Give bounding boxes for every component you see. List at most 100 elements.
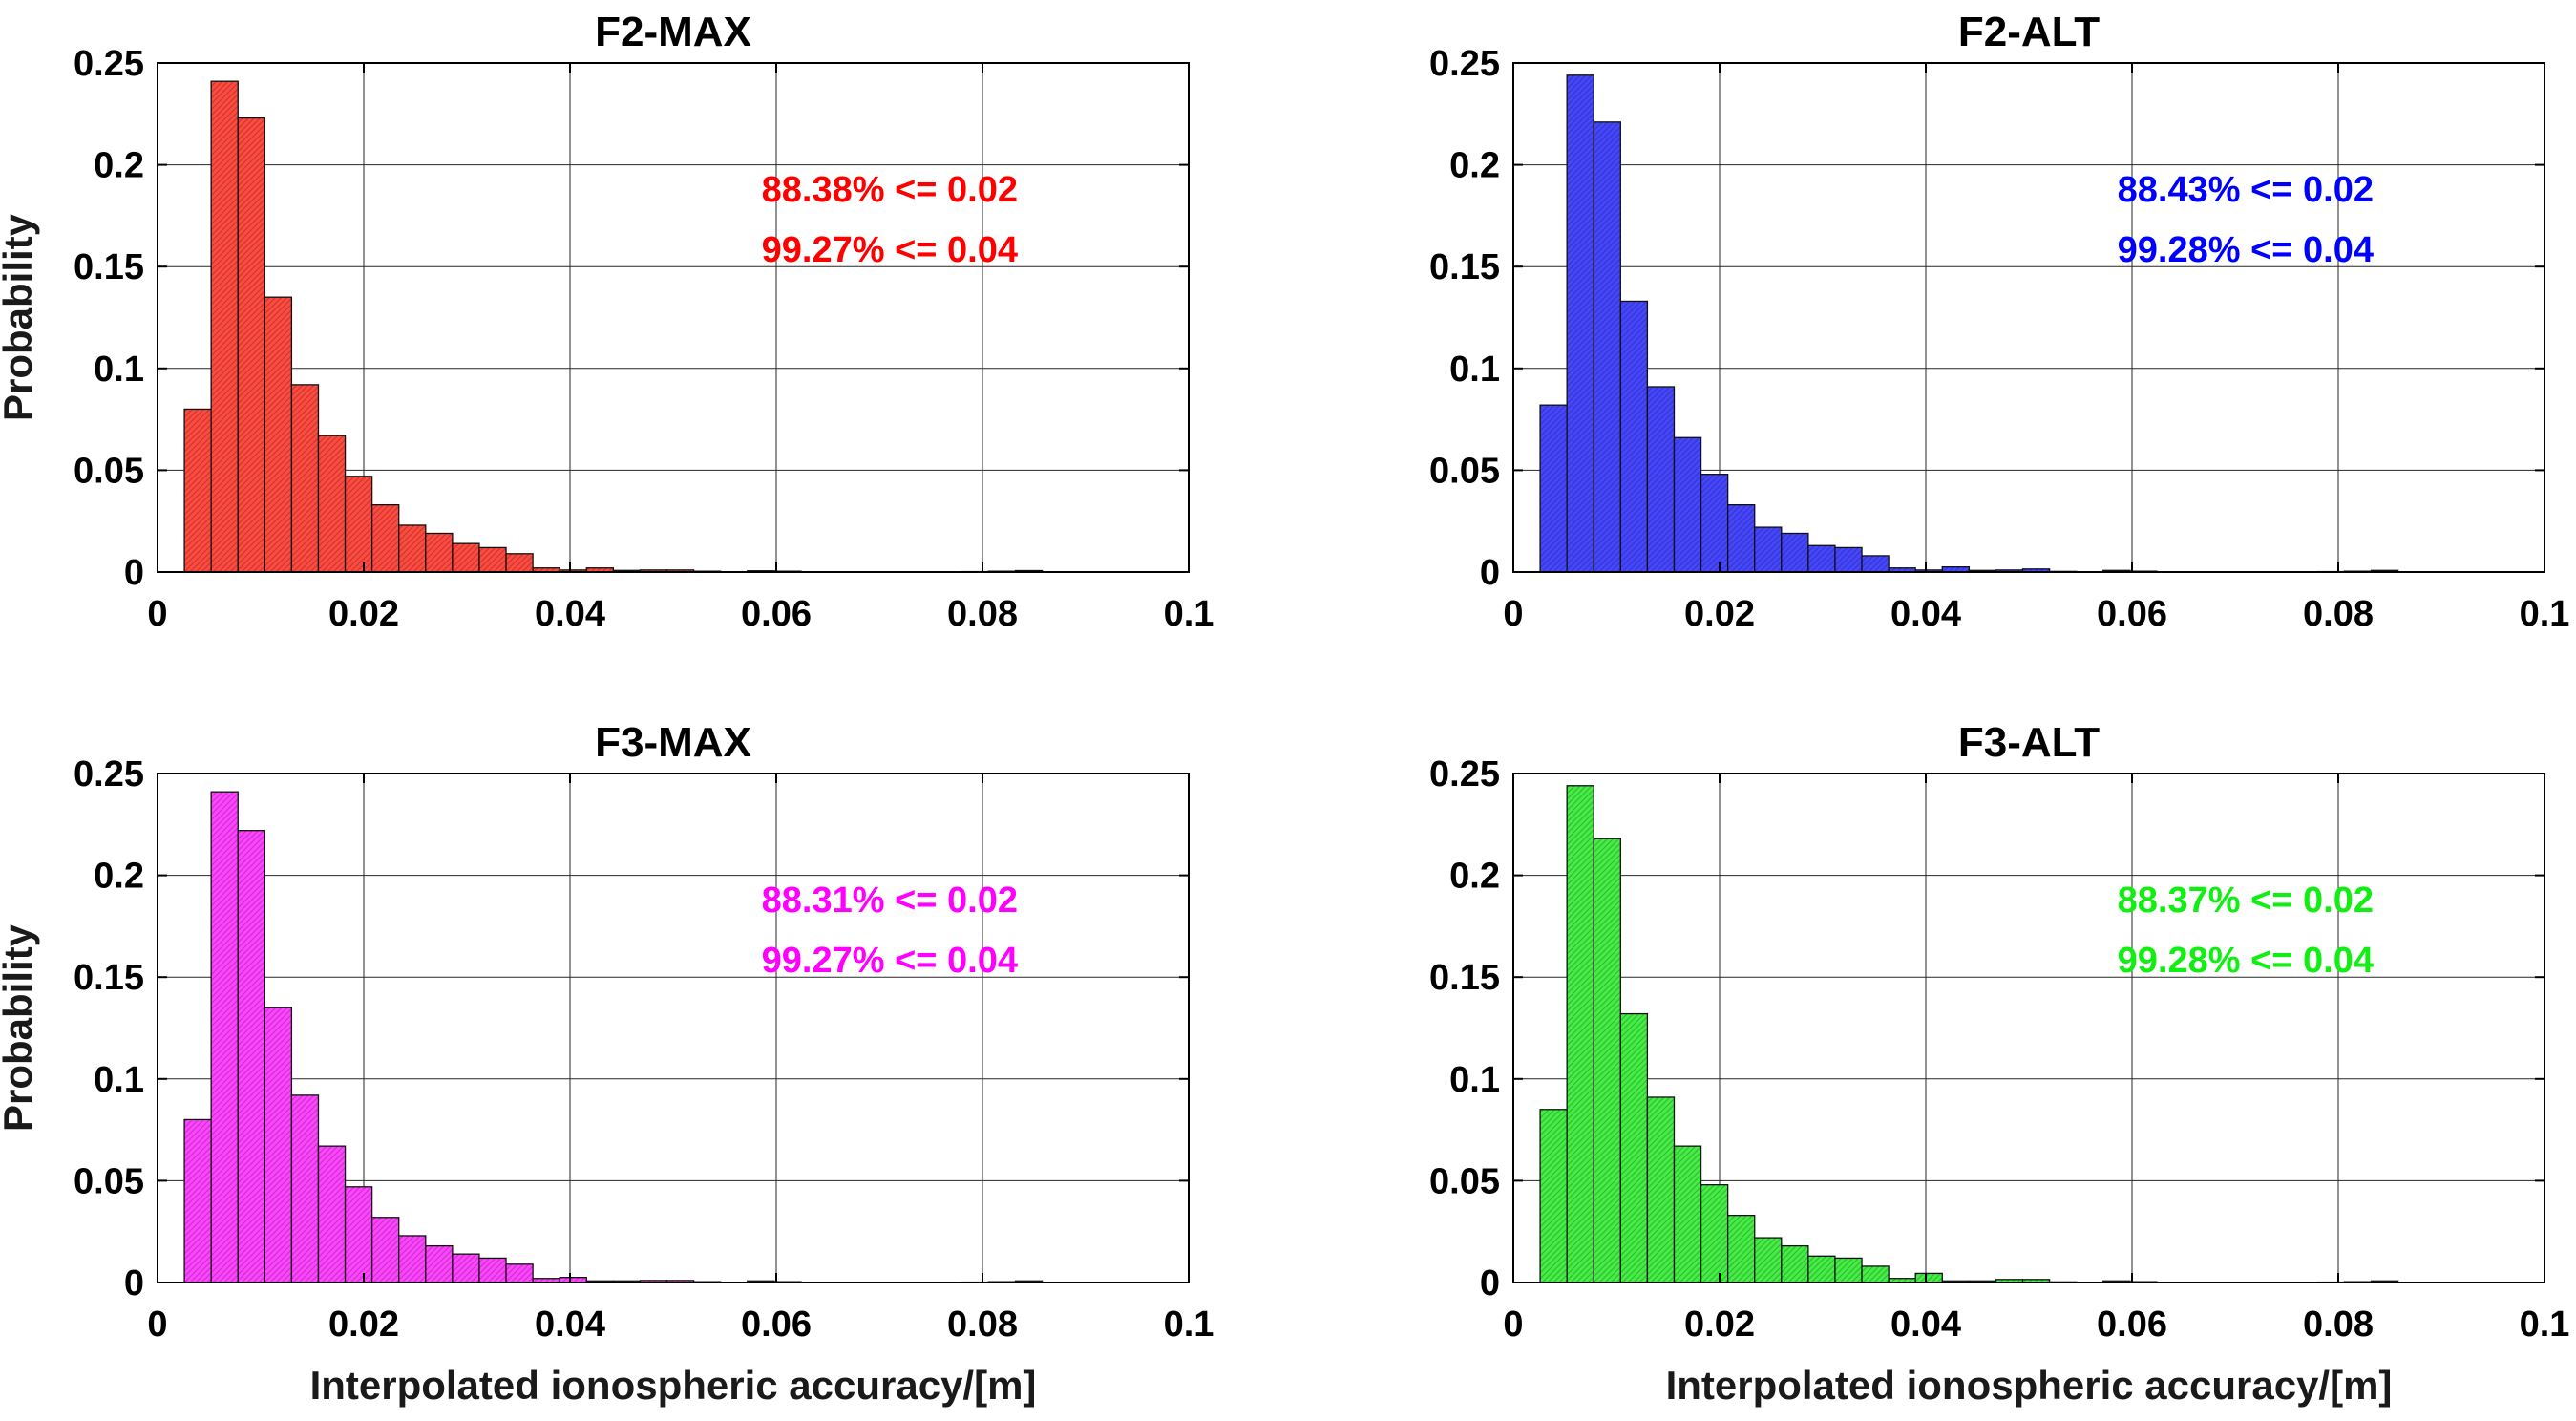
histogram-bar-hatch [398,1235,426,1283]
x-tick-label: 0.02 [1684,1304,1755,1345]
axes-box [157,773,1190,1283]
accuracy-annotation: 99.27% <= 0.04 [762,230,1018,270]
histogram-bar-hatch [1781,1245,1808,1283]
x-tick-label: 0.04 [1890,1304,1961,1345]
y-tick-label: 0.15 [1429,958,1500,998]
y-tick-label: 0.05 [1429,451,1500,491]
y-tick-label: 0.05 [74,1161,144,1201]
histogram-bar-hatch [1834,547,1863,572]
histogram-bar-hatch [533,1278,560,1283]
y-tick-label: 0.2 [1449,146,1500,186]
x-tick-label: 0 [1503,1304,1523,1345]
y-tick-label: 0.05 [74,451,144,491]
y-tick-label: 0.15 [1429,247,1500,287]
x-axis-label: Interpolated ionospheric accuracy/[m] [310,1363,1037,1408]
histogram-bar-hatch [1674,437,1701,572]
accuracy-annotation: 99.28% <= 0.04 [2118,230,2374,270]
x-tick-label: 0.1 [2520,1304,2570,1345]
histogram-bar-hatch [184,1119,212,1283]
y-tick-label: 0.1 [1449,1060,1500,1100]
x-tick-label: 0.08 [947,594,1018,634]
histogram-bar-hatch [1674,1146,1701,1283]
y-tick-label: 0.1 [1449,350,1500,390]
histogram-bar-hatch [560,569,587,572]
histogram-panel-f2-max: 0 0.02 0.04 0.06 0.08 0.1 0 0.05 0.1 0.15 0.2 0.25 F… [0,9,1214,634]
histogram-bar-hatch [398,524,426,572]
histogram-bar-hatch [1620,1013,1648,1283]
histogram-bar-hatch [238,117,265,573]
histogram-bar-hatch [1700,474,1728,572]
axes-box [157,62,1190,573]
y-axis-label: Probability [0,923,40,1132]
histogram-bar-hatch [371,1217,399,1283]
histogram-bar-hatch [506,553,534,572]
histogram-bar-hatch [1540,405,1568,572]
x-tick-label: 0.06 [741,1304,812,1345]
panel-title: F2-MAX [595,9,751,55]
x-tick-label: 0.1 [1164,1304,1214,1345]
histogram-bar-hatch [533,567,560,572]
y-tick-label: 0.2 [94,857,144,897]
histogram-bar-hatch [560,1277,587,1283]
histogram-bar-hatch [1727,504,1755,572]
x-tick-label: 0.06 [2097,594,2167,634]
x-tick-label: 0.02 [328,1304,399,1345]
histogram-bar-hatch [1889,567,1916,572]
y-axis-label: Probability [0,213,40,421]
histogram-bar-hatch [666,1280,694,1283]
x-tick-label: 0.04 [535,594,605,634]
histogram-bar-hatch [586,567,614,572]
x-tick-label: 0.08 [2303,1304,2374,1345]
x-tick-label: 0 [147,1304,167,1345]
y-tick-label: 0.15 [74,247,144,287]
y-tick-label: 0.15 [74,958,144,998]
accuracy-annotation: 88.43% <= 0.02 [2118,170,2374,210]
y-tick-label: 0.2 [1449,857,1500,897]
histogram-bar-hatch [425,533,453,572]
x-tick-label: 0.1 [1164,594,1214,634]
accuracy-annotation: 88.37% <= 0.02 [2118,880,2374,921]
x-tick-label: 0 [147,594,167,634]
histogram-bar-hatch [211,792,239,1283]
histogram-bar-hatch [264,1007,292,1283]
x-tick-label: 0.08 [2303,594,2374,634]
histogram-bars [1539,785,2399,1283]
histogram-bar-hatch [211,81,239,573]
histogram-panel-f3-max: 0 0.02 0.04 0.06 0.08 0.1 0 0.05 0.1 0.15 0.2 0.25 F… [0,719,1214,1408]
y-tick-label: 0 [124,1263,144,1304]
y-tick-label: 0.25 [1429,44,1500,84]
x-tick-label: 0.04 [535,1304,605,1345]
histogram-bar-hatch [1942,566,1970,572]
histogram-bar-hatch [2022,1279,2050,1283]
y-tick-label: 0.25 [74,44,144,84]
histogram-bar-hatch [425,1245,453,1283]
x-tick-label: 0.06 [741,594,812,634]
histogram-bar-hatch [1807,545,1835,572]
histogram-bar-hatch [1862,555,1890,572]
y-tick-label: 0 [1480,1263,1500,1304]
histogram-bar-hatch [478,547,507,572]
histogram-bar-hatch [291,1094,319,1283]
x-tick-label: 0 [1503,594,1523,634]
histogram-bar-hatch [291,384,319,572]
histogram-bar-hatch [264,297,292,572]
panel-title: F2-ALT [1958,9,2100,55]
histogram-panel-f3-alt: 0 0.02 0.04 0.06 0.08 0.1 0 0.05 0.1 0.15 0.2 0.25 F… [1429,719,2569,1408]
histogram-bar-hatch [1647,386,1675,572]
histogram-bar-hatch [238,830,265,1283]
x-tick-label: 0.06 [2097,1304,2167,1345]
y-tick-label: 0.2 [94,146,144,186]
y-tick-label: 0.25 [1429,754,1500,795]
y-tick-label: 0.25 [74,754,144,795]
histogram-bar-hatch [345,476,372,572]
y-tick-label: 0 [124,553,144,593]
histogram-bar-hatch [1700,1184,1728,1283]
x-axis-label: Interpolated ionospheric accuracy/[m] [1666,1363,2393,1408]
histogram-bar-hatch [345,1186,372,1283]
histogram-bar-hatch [1834,1258,1863,1283]
histogram-bar-hatch [506,1263,534,1283]
panel-title: F3-ALT [1958,719,2100,766]
x-tick-label: 0.08 [947,1304,1018,1345]
axes-box [1512,62,2545,573]
